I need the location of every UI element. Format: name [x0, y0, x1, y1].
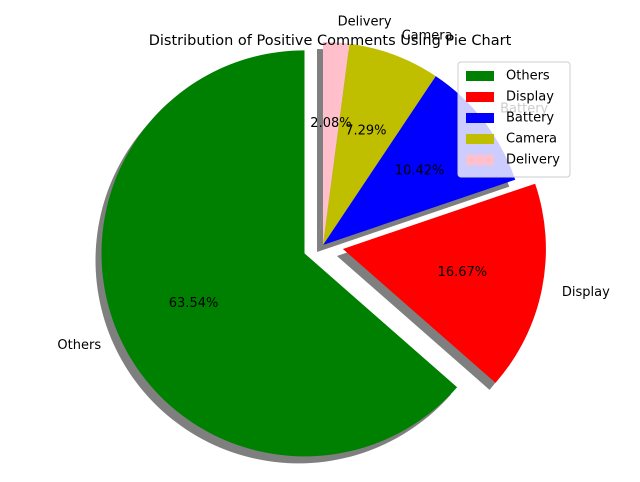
- legend-swatch-delivery: [466, 155, 494, 165]
- legend-swatch-camera: [466, 134, 494, 144]
- legend-label-camera: Camera: [506, 132, 557, 147]
- pie-slice-others: [101, 50, 458, 457]
- legend-swatch-others: [466, 71, 494, 81]
- legend: Others Display Battery Camera Delivery: [457, 61, 571, 178]
- pie-slice-delivery: [323, 42, 350, 245]
- pct-label-delivery: 2.08%: [310, 116, 351, 131]
- category-label-delivery: Delivery: [338, 15, 392, 30]
- pct-label-others: 63.54%: [169, 296, 219, 311]
- chart-title: Distribution of Positive Comments Using …: [148, 33, 512, 49]
- legend-label-battery: Battery: [506, 111, 554, 126]
- legend-label-display: Display: [506, 90, 554, 105]
- legend-label-others: Others: [506, 69, 550, 84]
- legend-swatch-battery: [466, 113, 494, 123]
- pct-label-display: 16.67%: [438, 265, 488, 280]
- pct-label-battery: 10.42%: [395, 163, 445, 178]
- legend-swatch-display: [466, 92, 494, 102]
- pct-label-camera: 7.29%: [345, 123, 386, 138]
- pie-slice-camera: [323, 43, 436, 246]
- legend-frame: [457, 61, 571, 178]
- category-label-others: Others: [57, 338, 101, 353]
- legend-label-delivery: Delivery: [506, 153, 560, 168]
- pie-slice-display: [342, 183, 546, 383]
- category-label-display: Display: [562, 285, 610, 300]
- category-label-camera: Camera: [402, 28, 453, 43]
